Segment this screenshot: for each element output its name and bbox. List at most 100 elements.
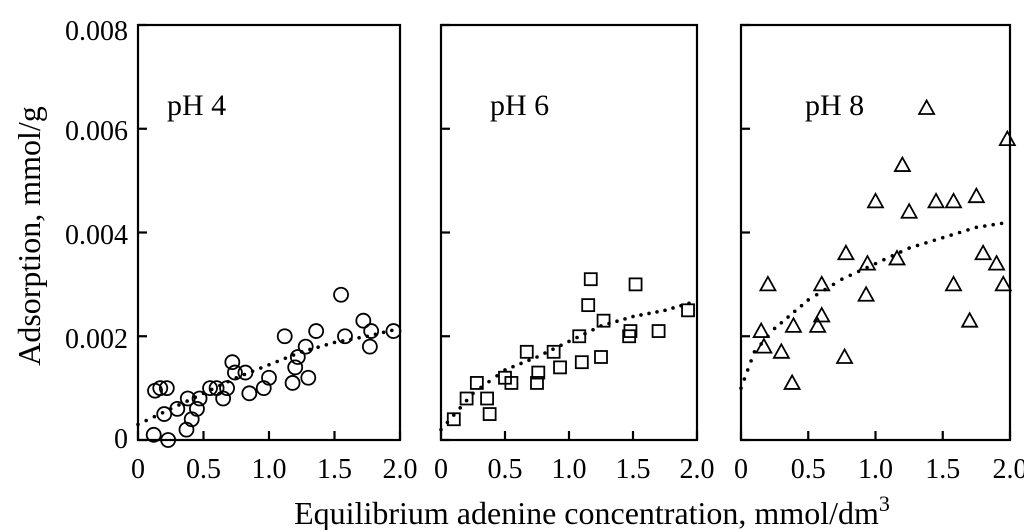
data-point-triangle xyxy=(783,373,802,390)
fit-curve-dot xyxy=(932,238,937,243)
data-point-circle xyxy=(202,380,218,397)
data-point-circle xyxy=(224,354,241,371)
x-tick-label: 0 xyxy=(734,454,748,485)
fit-curve-dot xyxy=(160,410,165,415)
fit-curve-dot xyxy=(915,243,920,248)
x-tick-label: 0.5 xyxy=(186,454,221,485)
data-point-triangle xyxy=(857,285,876,302)
data-point-triangle xyxy=(967,186,986,204)
data-point-triangle xyxy=(900,202,919,219)
x-tick-label: 1.5 xyxy=(317,454,352,485)
y-tick-label: 0.002 xyxy=(65,324,128,355)
data-point-triangle xyxy=(772,342,791,359)
data-point-square xyxy=(459,391,474,406)
data-point-circle xyxy=(287,359,304,376)
data-point-circle xyxy=(215,390,232,407)
data-point-triangle xyxy=(812,306,831,323)
data-point-circle xyxy=(300,369,317,386)
data-point-triangle xyxy=(887,249,907,266)
data-point-triangle xyxy=(944,275,963,292)
x-tick-label: 1.5 xyxy=(925,454,960,485)
data-point-triangle xyxy=(987,254,1006,271)
fit-curve-dot xyxy=(185,399,189,403)
fit-curve-dot xyxy=(283,356,288,361)
data-point-square xyxy=(519,344,534,359)
fit-curve-dot xyxy=(786,315,790,319)
y-tick-label: 0 xyxy=(114,424,128,455)
data-point-triangle xyxy=(944,192,963,209)
data-point-triangle xyxy=(754,337,773,354)
fit-curve-dot xyxy=(793,309,797,314)
data-point-circle xyxy=(152,380,169,397)
fit-curve-dot xyxy=(799,303,804,308)
fit-curve-dot xyxy=(439,427,443,432)
data-point-triangle xyxy=(808,316,827,333)
x-tick-label: 2.0 xyxy=(383,454,418,485)
fit-curve-dot xyxy=(814,292,819,297)
x-tick-label: 0 xyxy=(434,454,448,485)
fit-curve-dot xyxy=(275,359,279,364)
data-point-circle xyxy=(227,364,243,381)
fit-curve-dot xyxy=(865,265,869,270)
fit-curve-dot xyxy=(949,233,953,237)
data-point-triangle xyxy=(960,311,979,328)
fit-curve-dot xyxy=(519,361,523,366)
fit-curve-dot xyxy=(831,282,836,287)
y-tick-label: 0.004 xyxy=(65,220,128,251)
fit-curve-dot xyxy=(495,374,499,378)
panel-ph4: pH 4 0 0.5 1.0 1.5 2.0 xyxy=(131,23,418,485)
fit-curve-dot xyxy=(966,228,970,232)
fit-curve-dot xyxy=(452,413,456,417)
fit-curve-dot xyxy=(242,372,247,377)
fit-curve-dot xyxy=(647,311,651,316)
data-point-circle xyxy=(297,338,314,355)
x-tick-label: 0.5 xyxy=(791,454,826,485)
fit-curve-dot xyxy=(749,359,753,363)
panel-label: pH 8 xyxy=(805,89,864,122)
x-tick-label: 2.0 xyxy=(680,454,715,485)
data-point-triangle xyxy=(784,316,803,333)
fit-curve-dot xyxy=(332,340,337,345)
fit-curve-dot xyxy=(551,347,555,352)
y-tick-label: 0.006 xyxy=(65,116,128,147)
x-tick-label: 0 xyxy=(131,454,145,485)
x-tick-label: 2.0 xyxy=(993,454,1024,485)
data-point-square xyxy=(446,412,461,427)
fit-curve-dot xyxy=(267,362,271,367)
x-axis-title-superscript: 3 xyxy=(879,491,890,516)
x-tick-label: 0.5 xyxy=(488,454,523,485)
data-point-triangle xyxy=(758,275,777,292)
data-point-circle xyxy=(156,406,173,422)
fit-curve-dot xyxy=(136,422,140,427)
data-point-triangle xyxy=(917,98,936,115)
x-tick-label: 1.0 xyxy=(252,454,287,485)
data-point-circle xyxy=(261,369,277,386)
fit-curve-dot xyxy=(390,328,394,333)
panel-label: pH 4 xyxy=(167,89,226,122)
x-tick-label: 1.0 xyxy=(858,454,893,485)
fit-curve-dot xyxy=(655,310,659,314)
x-tick-label: 1.5 xyxy=(616,454,651,485)
data-point-circle xyxy=(337,328,353,345)
data-point-square xyxy=(531,365,546,380)
data-point-square xyxy=(628,277,643,292)
fit-curve-dot xyxy=(924,241,928,245)
data-point-circle xyxy=(333,286,349,303)
fit-curve-dot xyxy=(663,308,667,313)
y-tick-label: 0.008 xyxy=(65,16,128,47)
data-point-triangle xyxy=(994,275,1013,292)
fit-curve-dot xyxy=(957,230,962,235)
fit-curve-dot xyxy=(631,314,635,319)
data-point-square xyxy=(504,376,519,390)
data-point-square xyxy=(469,376,484,390)
fit-curve-dot xyxy=(623,317,627,321)
panel-ph8: pH 8 0 0.5 1.0 1.5 2.0 xyxy=(734,23,1024,485)
fit-curve-dot xyxy=(898,250,903,254)
data-point-circle xyxy=(355,312,372,329)
data-point-square xyxy=(574,355,589,370)
fit-curve-dot xyxy=(464,398,469,403)
data-point-circle xyxy=(179,390,196,407)
data-point-triangle xyxy=(752,321,771,338)
data-point-triangle xyxy=(858,254,877,271)
